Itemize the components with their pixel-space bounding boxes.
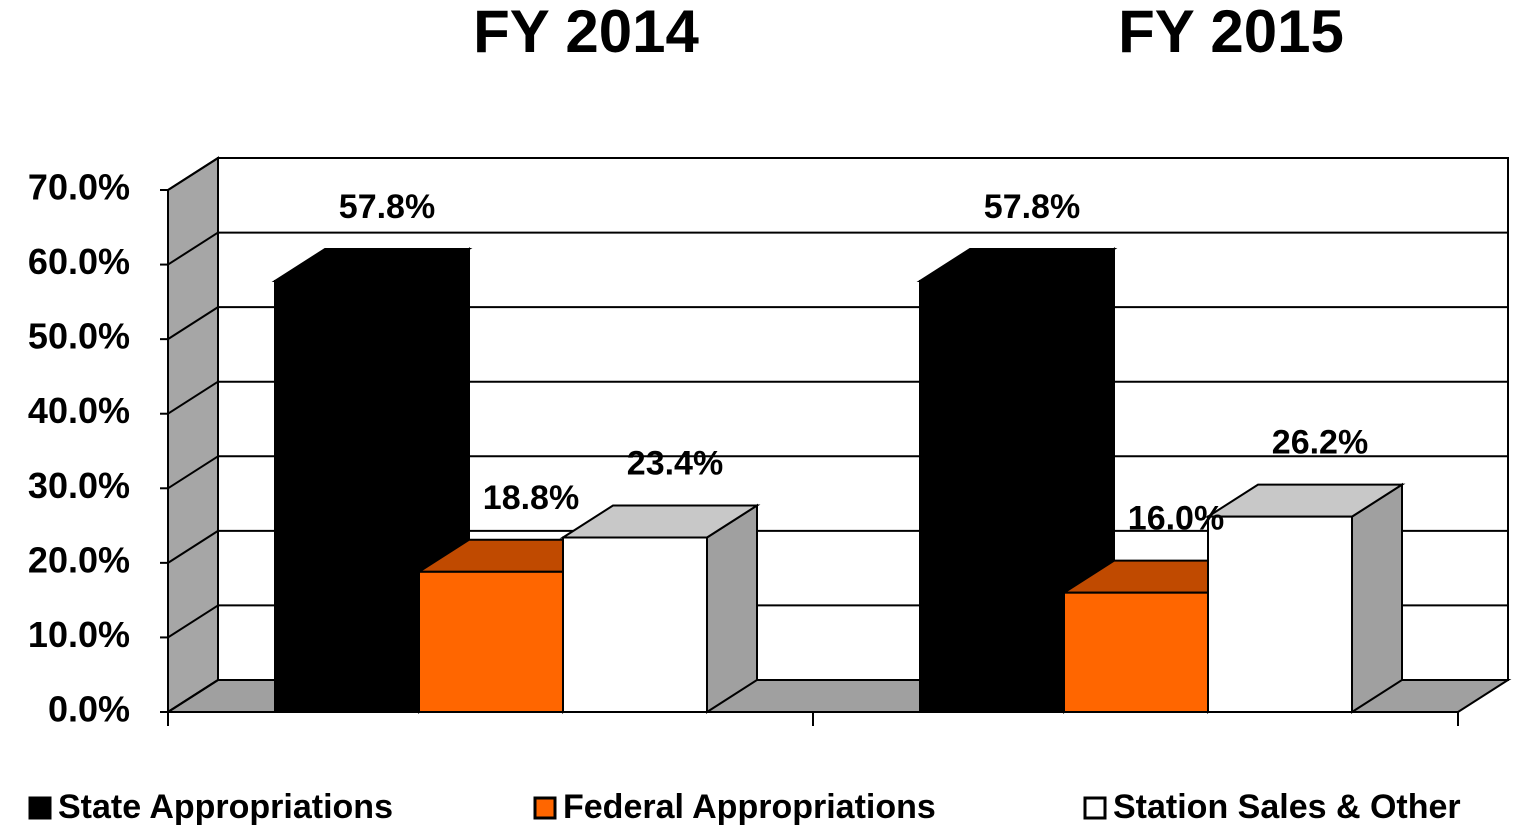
grid-line [167,604,219,639]
y-tick-label: 0.0% [48,689,130,730]
grid-line [167,530,219,564]
category-label: FY 2014 [473,0,699,65]
y-tick-label: 20.0% [28,539,130,580]
value-label: 16.0% [1128,500,1224,538]
bar [1063,591,1209,714]
legend-label: Federal Appropriations [563,788,936,826]
legend-label: Station Sales & Other [1113,788,1461,826]
bar [562,536,708,714]
value-label: 26.2% [1272,424,1368,462]
grid-line [167,455,219,490]
bar-side [706,503,758,714]
category-label: FY 2015 [1118,0,1344,65]
legend-swatch [28,796,52,820]
legend-swatch [1083,796,1107,820]
y-tick-label: 10.0% [28,614,130,655]
bar [418,570,564,714]
legend-label: State Appropriations [58,788,393,826]
y-tick-label: 60.0% [28,241,130,282]
bar-side [1351,482,1403,714]
value-label: 57.8% [339,188,435,226]
y-tick-label: 50.0% [28,316,130,357]
grid-line [167,380,219,415]
grid-line [167,306,219,340]
bar [1207,515,1353,713]
grid-line [167,157,219,191]
y-tick-label: 70.0% [28,167,130,208]
value-label: 57.8% [984,188,1080,226]
value-label: 23.4% [627,444,723,482]
legend-swatch [533,796,557,820]
grid-line [167,231,219,266]
left-wall [167,156,219,714]
y-tick-label: 30.0% [28,465,130,506]
y-tick-label: 40.0% [28,390,130,431]
bar [274,279,420,713]
value-label: 18.8% [483,479,579,517]
grid-line [167,679,219,713]
bar [919,279,1065,713]
